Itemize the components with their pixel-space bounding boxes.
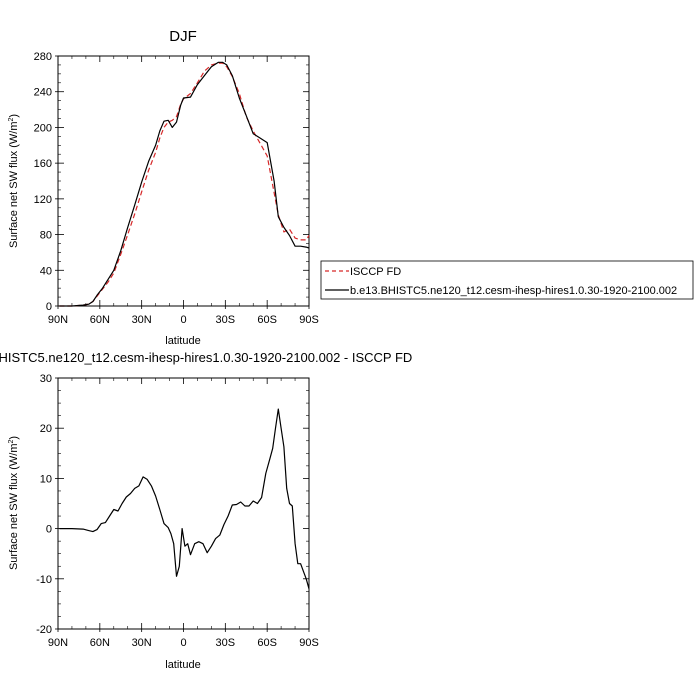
bottom-chart-y-axis-label-main: Surface net SW flux (W/m — [8, 444, 20, 571]
bottom-chart-x-tick-label: 60S — [257, 637, 277, 649]
bottom-chart-x-tick-label: 0 — [180, 637, 186, 649]
top-chart-x-tick-label: 90N — [48, 314, 68, 326]
bottom-chart-y-axis-label-close: ) — [8, 436, 20, 440]
top-chart-y-tick-label: 120 — [34, 194, 52, 206]
legend-box — [320, 260, 694, 300]
top-chart-ticks: 90N 60N 30N 0 30S 60S 90S 0 40 80 120 160 200 240 280 — [34, 51, 319, 326]
top-chart-x-tick-label: 30N — [132, 314, 152, 326]
top-chart: DJF 90N 60N 30N 0 30S 60S 90S 0 40 80 120 160 200 240… — [8, 28, 319, 347]
bottom-chart-x-axis-label: latitude — [165, 659, 200, 671]
top-chart-x-tick-label: 90S — [299, 314, 319, 326]
bottom-chart-series — [59, 408, 310, 589]
top-chart-y-axis-label-main: Surface net SW flux (W/m — [8, 122, 20, 249]
top-chart-y-axis-label: Surface net SW flux (W/m2) — [8, 114, 20, 248]
top-chart-y-tick-label: 200 — [34, 122, 52, 134]
top-chart-x-tick-label: 30S — [216, 314, 236, 326]
legend-label-isccp-fd: ISCCP FD — [350, 266, 401, 278]
bottom-chart-y-axis-label: Surface net SW flux (W/m2) — [8, 436, 20, 570]
legend: ISCCP FD b.e13.BHISTC5.ne120_t12.cesm-ih… — [320, 260, 694, 300]
bottom-chart-title: b.e13.BHISTC5.ne120_t12.cesm-ihesp-hires… — [0, 350, 412, 365]
bottom-chart: b.e13.BHISTC5.ne120_t12.cesm-ihesp-hires… — [0, 350, 412, 671]
bottom-chart-y-tick-label: -10 — [36, 574, 52, 586]
top-chart-y-axis-label-close: ) — [8, 114, 20, 118]
bottom-chart-x-tick-label: 90S — [299, 637, 319, 649]
top-chart-y-tick-label: 160 — [34, 158, 52, 170]
bottom-chart-ticks: 90N 60N 30N 0 30S 60S 90S -20 -10 0 10 20 30 — [36, 373, 319, 649]
bottom-chart-x-tick-label: 60N — [90, 637, 110, 649]
legend-label-model: b.e13.BHISTC5.ne120_t12.cesm-ihesp-hires… — [350, 285, 677, 297]
top-chart-y-tick-label: 280 — [34, 51, 52, 63]
bottom-chart-y-axis-label-superscript: 2 — [8, 440, 15, 444]
top-chart-title: DJF — [169, 28, 197, 45]
bottom-chart-plot-frame — [57, 377, 310, 630]
bottom-chart-y-tick-label: 10 — [40, 473, 52, 485]
bottom-chart-x-tick-label: 30S — [216, 637, 236, 649]
top-chart-series — [59, 61, 310, 307]
top-chart-series-line-model — [59, 61, 310, 307]
bottom-chart-x-tick-label: 30N — [132, 637, 152, 649]
bottom-chart-series-line-model — [59, 408, 310, 589]
bottom-chart-x-tick-label: 90N — [48, 637, 68, 649]
bottom-chart-y-tick-label: 30 — [40, 373, 52, 385]
top-chart-x-tick-label: 60N — [90, 314, 110, 326]
bottom-chart-y-tick-label: 20 — [40, 423, 52, 435]
top-chart-x-axis-label: latitude — [165, 335, 200, 347]
top-chart-x-tick-label: 60S — [257, 314, 277, 326]
top-chart-y-tick-label: 0 — [46, 301, 52, 313]
top-chart-y-tick-label: 80 — [40, 230, 52, 242]
top-chart-y-tick-label: 40 — [40, 265, 52, 277]
top-chart-series-line-isccp-fd — [59, 62, 310, 307]
bottom-chart-y-tick-label: -20 — [36, 624, 52, 636]
top-chart-y-axis-label-superscript: 2 — [8, 118, 15, 122]
top-chart-y-tick-label: 240 — [34, 87, 52, 99]
bottom-chart-y-tick-label: 0 — [46, 524, 52, 536]
top-chart-x-tick-label: 0 — [180, 314, 186, 326]
